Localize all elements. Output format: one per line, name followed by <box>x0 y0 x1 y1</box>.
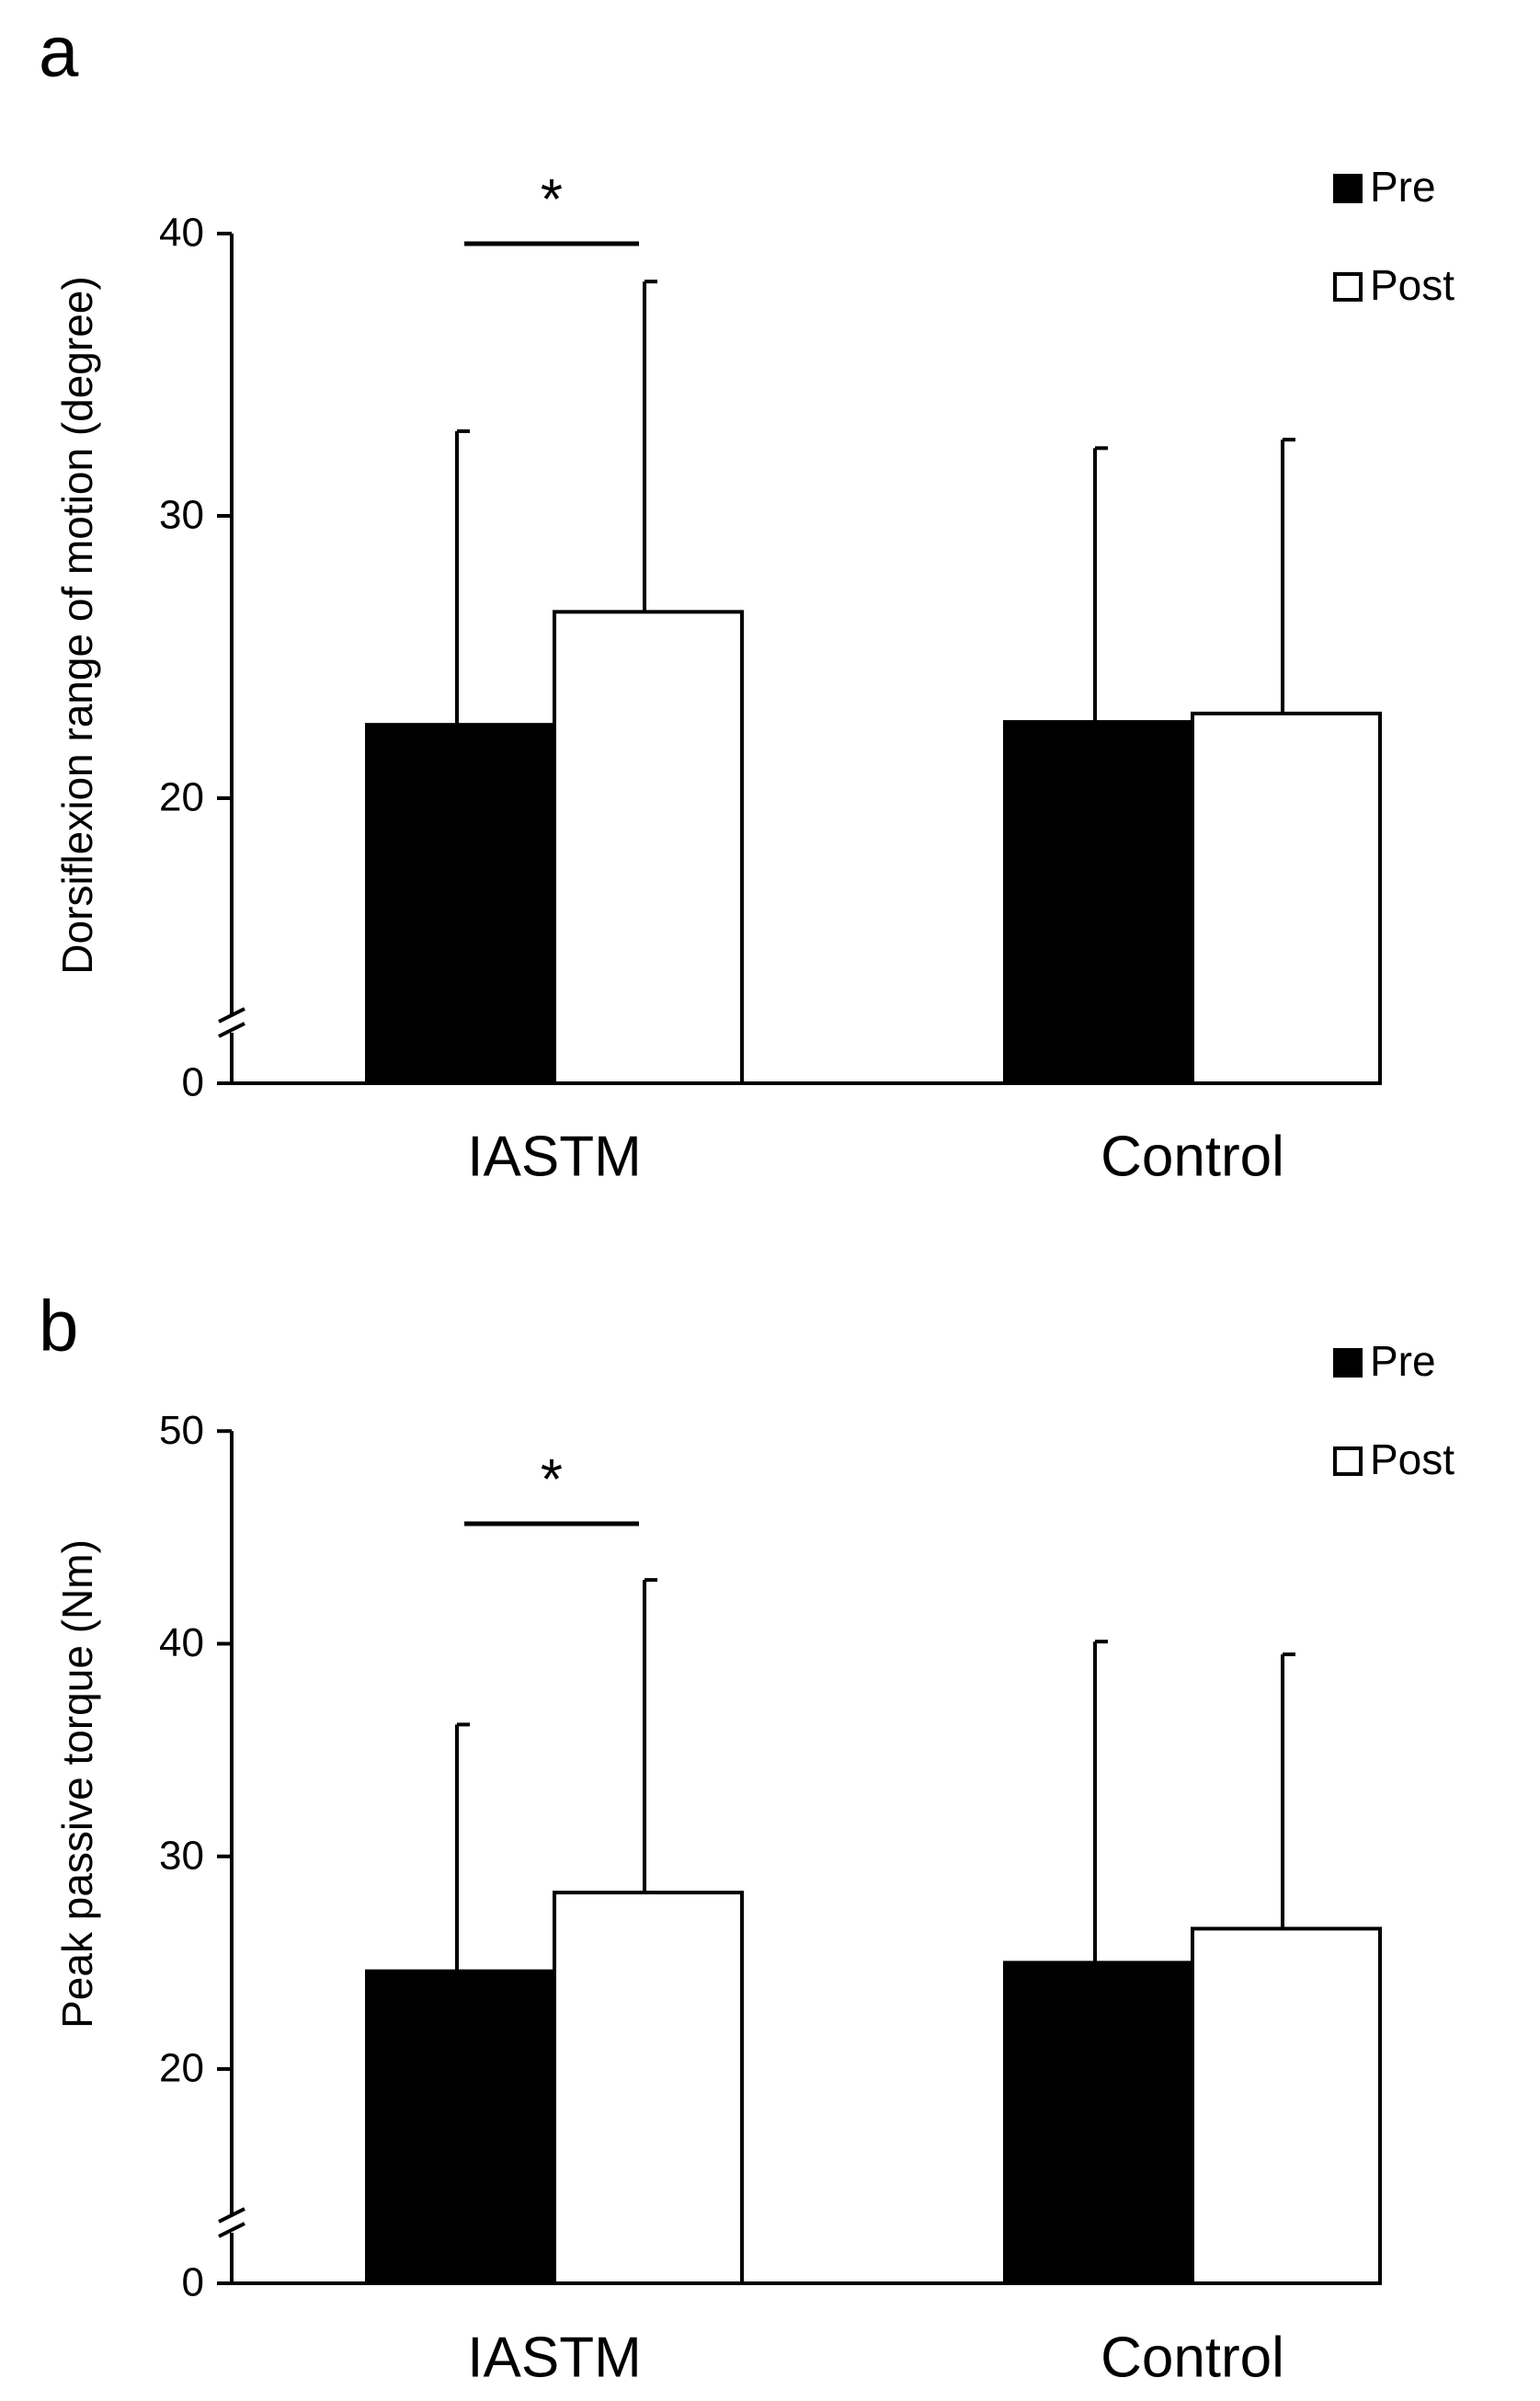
panel-a-dorsiflexion-chart: a 0 20 30 40 Dorsiflexion range of motion (de… <box>39 11 1454 1189</box>
axis-break-mark <box>218 2207 245 2224</box>
bar-post-control <box>1191 711 1382 1086</box>
y-tick-label: 30 <box>159 493 204 538</box>
y-axis-title: Dorsiflexion range of motion (degree) <box>53 276 101 974</box>
category-label-iastm: IASTM <box>467 2326 641 2389</box>
legend-label-pre: Pre <box>1370 163 1436 211</box>
significance-star: * <box>541 1448 563 1512</box>
y-axis-title: Peak passive torque (Nm) <box>53 1539 101 2029</box>
legend-label-post: Post <box>1370 1435 1454 1483</box>
bar-post-control <box>1191 1927 1382 2285</box>
legend-swatch-pre <box>1333 174 1363 203</box>
axis-break-mark <box>218 1022 245 1038</box>
axis-break-mark <box>218 2222 245 2238</box>
significance-star: * <box>541 168 563 232</box>
panel-letter: a <box>39 11 79 92</box>
bar-pre-iastm <box>365 1969 556 2285</box>
y-tick-label: 20 <box>159 2046 204 2091</box>
y-tick-label: 40 <box>159 1620 204 1665</box>
panel-letter: b <box>39 1286 78 1366</box>
bar-pre-iastm <box>365 723 556 1085</box>
axis-break-mark <box>218 1007 245 1023</box>
category-label-control: Control <box>1101 2326 1284 2389</box>
y-tick-label: 30 <box>159 1833 204 1878</box>
legend-swatch-pre <box>1333 1348 1363 1378</box>
bar-pre-control <box>1003 720 1194 1085</box>
y-tick-label: 0 <box>182 2260 204 2305</box>
bar-post-iastm <box>553 1891 744 2285</box>
y-tick-label: 50 <box>159 1408 204 1453</box>
legend-swatch-post <box>1333 1446 1363 1476</box>
y-tick-label: 20 <box>159 775 204 820</box>
legend-label-post: Post <box>1370 261 1454 309</box>
legend-label-pre: Pre <box>1370 1337 1436 1385</box>
category-label-control: Control <box>1101 1125 1284 1188</box>
bar-pre-control <box>1003 1961 1194 2285</box>
category-label-iastm: IASTM <box>467 1125 641 1188</box>
y-tick-label: 40 <box>159 211 204 256</box>
legend-swatch-post <box>1333 272 1363 302</box>
y-tick-label: 0 <box>182 1060 204 1105</box>
bar-post-iastm <box>553 610 744 1085</box>
panel-b-peak-torque-chart: b 0 20 30 40 50 Peak passive torque (Nm) IASTM C… <box>39 1286 1454 2390</box>
